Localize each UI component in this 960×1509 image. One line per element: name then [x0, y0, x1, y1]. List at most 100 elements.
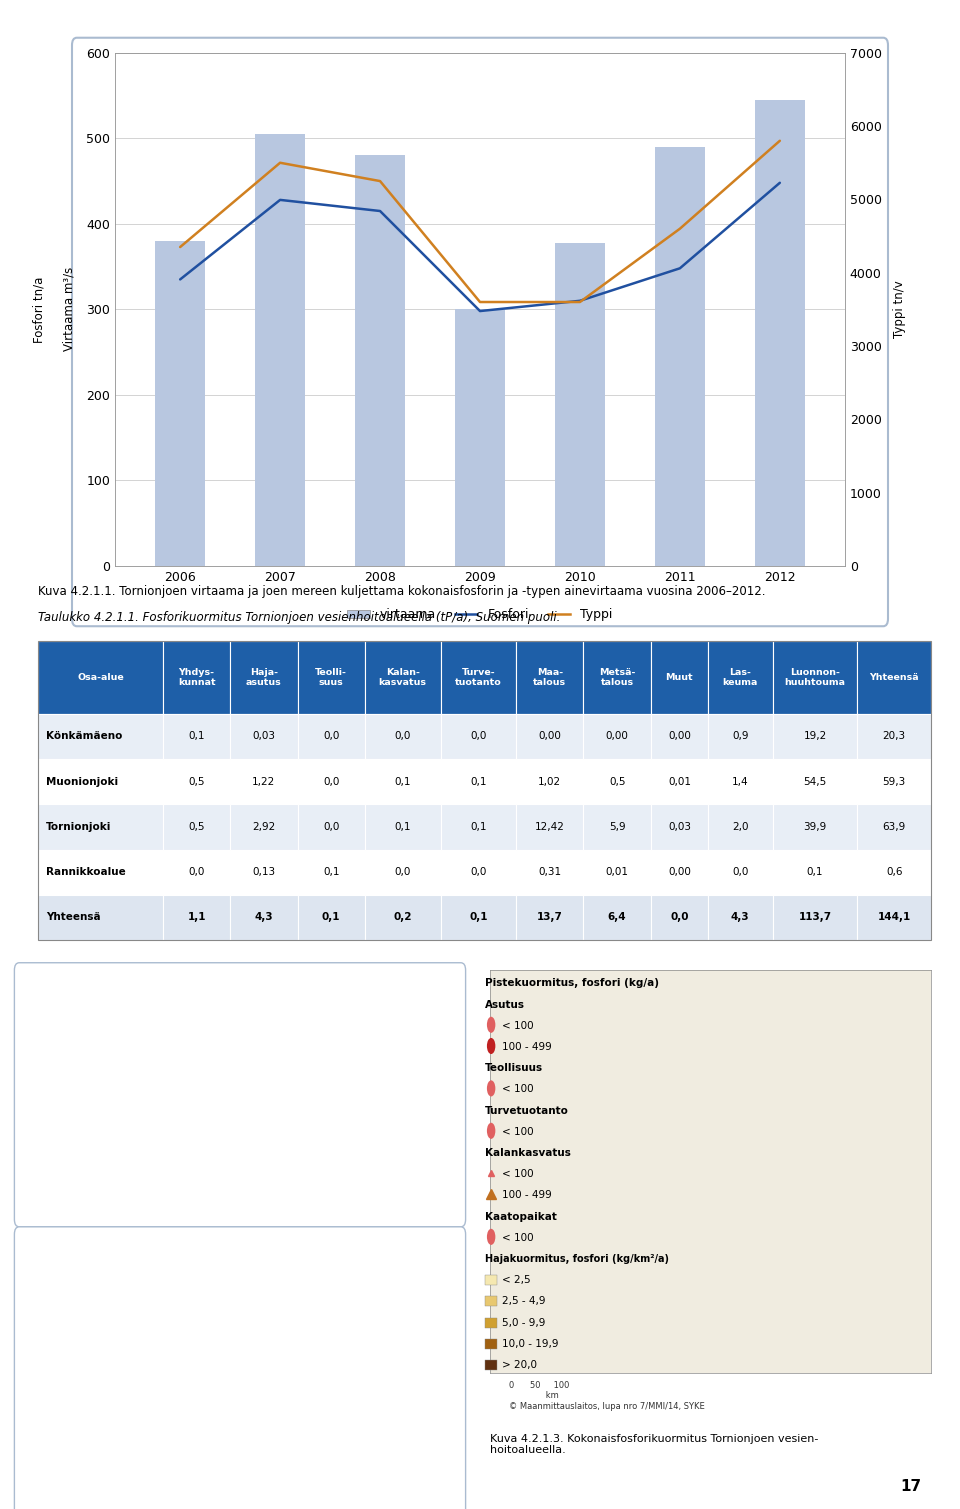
Text: 0,1: 0,1 — [322, 913, 341, 922]
Text: 0,5: 0,5 — [609, 777, 625, 786]
Text: 0,1: 0,1 — [395, 777, 411, 786]
Bar — [455, 309, 505, 566]
Text: 3: 3 — [204, 1059, 212, 1073]
Text: 0,1: 0,1 — [323, 868, 340, 877]
Wedge shape — [48, 1019, 202, 1171]
Bar — [755, 100, 804, 566]
Text: 17: 17 — [142, 1050, 159, 1064]
Bar — [245, 1335, 265, 1358]
Text: 0,0: 0,0 — [395, 732, 411, 741]
Text: < 100: < 100 — [502, 1233, 534, 1243]
Text: Tornionjoki: Tornionjoki — [46, 822, 111, 831]
Text: 1,4: 1,4 — [732, 777, 749, 786]
Text: Kaatopaikat: Kaatopaikat — [485, 1212, 557, 1222]
Text: Turvetuotanto: Turvetuotanto — [274, 1372, 347, 1382]
Circle shape — [487, 1038, 495, 1055]
Text: Hajakuormitus, fosfori (kg/km²/a): Hajakuormitus, fosfori (kg/km²/a) — [485, 1254, 669, 1265]
Bar — [245, 1239, 265, 1262]
Text: 0,1: 0,1 — [469, 913, 488, 922]
Text: 0,5: 0,5 — [188, 777, 204, 786]
Text: 13,7: 13,7 — [537, 913, 563, 922]
Text: 2,92: 2,92 — [252, 822, 276, 831]
Bar — [230, 972, 258, 1003]
Bar — [245, 1462, 265, 1485]
Text: Yhteensä: Yhteensä — [870, 673, 919, 682]
Text: 0,0: 0,0 — [324, 822, 340, 831]
Text: 25: 25 — [170, 1402, 185, 1412]
Text: 0,00: 0,00 — [668, 868, 691, 877]
Text: 0,31: 0,31 — [539, 868, 562, 877]
Text: 10,0 - 19,9: 10,0 - 19,9 — [502, 1338, 558, 1349]
Text: 4,3: 4,3 — [731, 913, 750, 922]
Text: 0,00: 0,00 — [668, 732, 691, 741]
Text: Laskeuma: Laskeuma — [267, 1099, 324, 1109]
Text: Kalan-
kasvatus: Kalan- kasvatus — [378, 668, 426, 687]
Text: 0,0: 0,0 — [670, 913, 688, 922]
Wedge shape — [134, 1354, 218, 1375]
Text: Yhdyskunnat: Yhdyskunnat — [274, 1245, 341, 1254]
Circle shape — [487, 1228, 495, 1245]
Text: Maa-
talous: Maa- talous — [533, 668, 566, 687]
Wedge shape — [134, 1292, 157, 1375]
Text: < 100: < 100 — [502, 1085, 534, 1094]
Text: Yhdys-
kunnat: Yhdys- kunnat — [178, 668, 215, 687]
Text: Muut: Muut — [665, 673, 693, 682]
Text: 0,0: 0,0 — [732, 868, 749, 877]
Text: Las-
keuma: Las- keuma — [723, 668, 758, 687]
Text: 1: 1 — [235, 1354, 243, 1363]
Text: 4: 4 — [145, 1265, 153, 1274]
Text: Turve-
tuotanto: Turve- tuotanto — [455, 668, 502, 687]
Text: Muut: Muut — [274, 1468, 300, 1477]
Text: Rannikkoalue: Rannikkoalue — [46, 868, 126, 877]
Text: Teollisuus: Teollisuus — [485, 1064, 543, 1073]
Text: 63,9: 63,9 — [882, 822, 906, 831]
Bar — [230, 1091, 258, 1121]
Text: Asutus: Asutus — [485, 999, 525, 1010]
Text: < 2,5: < 2,5 — [502, 1275, 530, 1286]
Text: 0,00: 0,00 — [539, 732, 562, 741]
Text: 19,2: 19,2 — [804, 732, 827, 741]
Text: 0,03: 0,03 — [252, 732, 276, 741]
Text: 54,5: 54,5 — [804, 777, 827, 786]
Bar — [245, 1272, 265, 1293]
Text: Kalankasvatus: Kalankasvatus — [485, 1148, 570, 1157]
Bar — [230, 1031, 258, 1062]
Text: Luonnonhuuhtouma: Luonnonhuuhtouma — [267, 1157, 380, 1168]
Text: 0,2: 0,2 — [153, 1268, 172, 1277]
Text: Luonnon-
huuhtouma: Luonnon- huuhtouma — [784, 668, 846, 687]
Text: Könkämäeno: Könkämäeno — [46, 732, 123, 741]
Bar — [485, 1296, 497, 1307]
Text: Hajakuormitus: Hajakuormitus — [267, 1040, 348, 1049]
Text: 1,1: 1,1 — [187, 913, 205, 922]
Text: < 100: < 100 — [502, 1127, 534, 1136]
Bar — [245, 1431, 265, 1453]
Text: Kuva 4.2.1.3. Kokonaisfosforikuormitus Tornionjoen vesien-
hoitoalueella.: Kuva 4.2.1.3. Kokonaisfosforikuormitus T… — [490, 1434, 818, 1455]
Wedge shape — [134, 1290, 135, 1375]
Text: Kalankasvatus: Kalankasvatus — [274, 1340, 349, 1351]
Bar — [555, 243, 605, 566]
Text: 0,1: 0,1 — [806, 868, 824, 877]
Text: 4,3: 4,3 — [254, 913, 274, 922]
Bar — [245, 1367, 265, 1390]
Bar — [156, 241, 205, 566]
Bar — [230, 1150, 258, 1180]
Text: 2,5 - 4,9: 2,5 - 4,9 — [502, 1296, 545, 1307]
Bar — [485, 1317, 497, 1328]
Bar — [485, 1275, 497, 1286]
Text: Maatalous: Maatalous — [274, 1403, 327, 1414]
Text: Haja-asutus: Haja-asutus — [274, 1277, 335, 1286]
Bar — [655, 146, 705, 566]
Text: Muonionjoki: Muonionjoki — [46, 777, 118, 786]
Text: < 100: < 100 — [502, 1020, 534, 1031]
Text: 0,5: 0,5 — [188, 822, 204, 831]
Text: 0,0: 0,0 — [395, 868, 411, 877]
Text: 12,42: 12,42 — [535, 822, 564, 831]
Text: 78: 78 — [87, 1124, 105, 1138]
Text: Pistekuormitus: Pistekuormitus — [267, 981, 349, 990]
Bar — [255, 134, 305, 566]
Text: 0,01: 0,01 — [668, 777, 691, 786]
Circle shape — [487, 1017, 495, 1032]
Text: 59,3: 59,3 — [882, 777, 906, 786]
Bar — [245, 1399, 265, 1421]
Text: Yhteensä: Yhteensä — [46, 913, 101, 922]
